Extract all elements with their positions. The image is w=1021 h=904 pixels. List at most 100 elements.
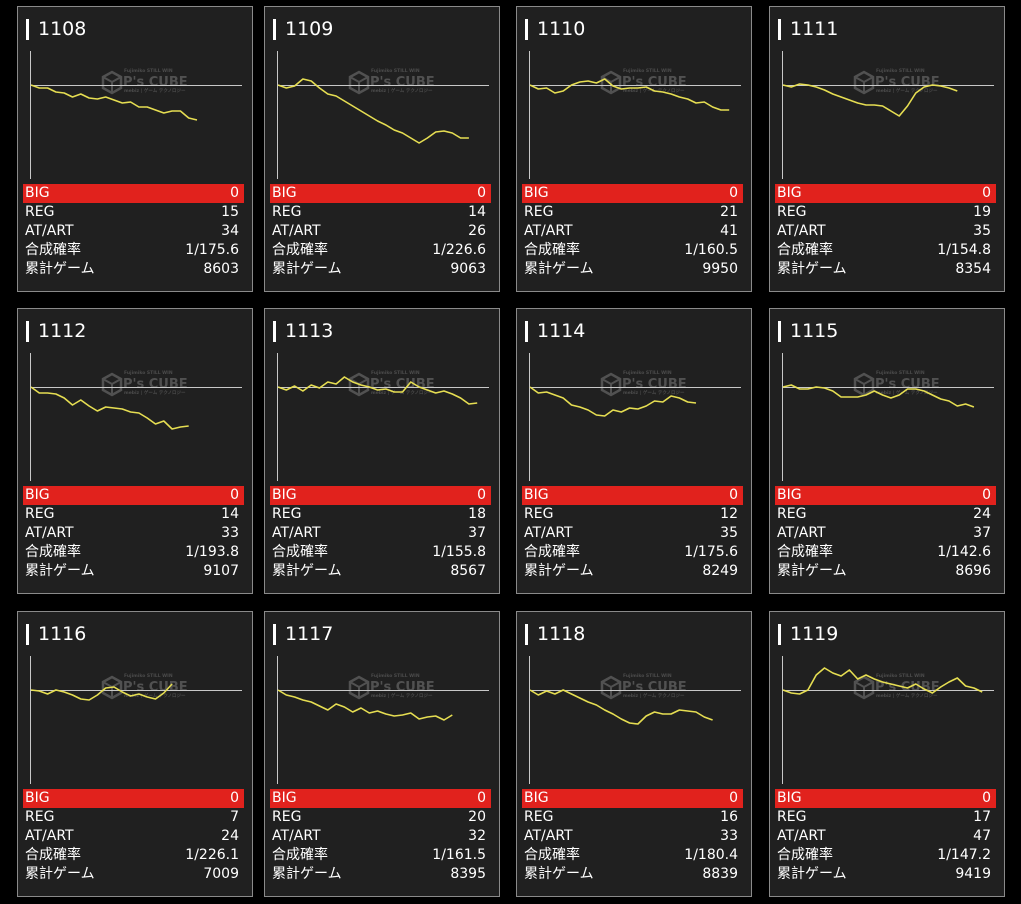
cube-icon xyxy=(600,675,622,700)
reg-row-label: REG xyxy=(524,506,554,522)
rate-row: 合成確率 1/155.8 xyxy=(270,543,491,562)
rate-row-label: 合成確率 xyxy=(25,544,81,560)
reg-row-label: REG xyxy=(524,809,554,825)
watermark-sub-text: mebiz | ゲーム テクノロジー xyxy=(876,389,938,396)
machine-card[interactable]: 1108 Fujimiko STILL WIN P's CUBE mebiz | ゲー… xyxy=(17,6,253,292)
machine-card[interactable]: 1119 Fujimiko STILL WIN P's CUBE mebiz | ゲー… xyxy=(769,611,1005,897)
reg-row: REG 19 xyxy=(775,203,996,222)
at-art-row: AT/ART 32 xyxy=(270,827,491,846)
at-art-row-label: AT/ART xyxy=(524,828,573,844)
machine-card[interactable]: 1113 Fujimiko STILL WIN P's CUBE mebiz | ゲー… xyxy=(264,308,500,594)
big-row: BIG 0 xyxy=(23,486,244,505)
machine-card[interactable]: 1109 Fujimiko STILL WIN P's CUBE mebiz | ゲー… xyxy=(264,6,500,292)
games-row-label: 累計ゲーム xyxy=(777,563,847,579)
cube-icon xyxy=(600,372,622,397)
slump-line xyxy=(277,689,453,721)
watermark-brand: P's CUBE xyxy=(370,75,435,90)
big-row: BIG 0 xyxy=(775,789,996,808)
games-row-label: 累計ゲーム xyxy=(25,866,95,882)
big-row-label: BIG xyxy=(524,185,549,201)
machine-card[interactable]: 1115 Fujimiko STILL WIN P's CUBE mebiz | ゲー… xyxy=(769,308,1005,594)
rate-row: 合成確率 1/154.8 xyxy=(775,241,996,260)
watermark-brand: P's CUBE xyxy=(622,377,687,392)
reg-row-value: 15 xyxy=(221,204,239,220)
rate-row: 合成確率 1/175.6 xyxy=(23,241,244,260)
at-art-row: AT/ART 37 xyxy=(775,524,996,543)
big-row-label: BIG xyxy=(25,487,50,503)
rate-row: 合成確率 1/226.6 xyxy=(270,241,491,260)
games-row-value: 9107 xyxy=(203,563,239,579)
big-row: BIG 0 xyxy=(522,486,743,505)
rate-row-value: 1/193.8 xyxy=(185,544,239,560)
watermark-top-text: Fujimiko STILL WIN xyxy=(623,673,672,679)
watermark-sub-text: mebiz | ゲーム テクノロジー xyxy=(623,692,685,699)
reg-row: REG 16 xyxy=(522,808,743,827)
at-art-row: AT/ART 26 xyxy=(270,222,491,241)
machine-card[interactable]: 1110 Fujimiko STILL WIN P's CUBE mebiz | ゲー… xyxy=(516,6,752,292)
machine-card[interactable]: 1118 Fujimiko STILL WIN P's CUBE mebiz | ゲー… xyxy=(516,611,752,897)
rate-row: 合成確率 1/147.2 xyxy=(775,846,996,865)
title-accent-bar xyxy=(778,624,781,645)
at-art-row: AT/ART 33 xyxy=(522,827,743,846)
title-accent-bar xyxy=(525,624,528,645)
games-row-label: 累計ゲーム xyxy=(524,261,594,277)
stats-table: BIG 0 REG 19 AT/ART 35 合成確率 1/154.8 累計ゲーム 8354 xyxy=(775,184,996,279)
stats-table: BIG 0 REG 17 AT/ART 47 合成確率 1/147.2 累計ゲーム 9419 xyxy=(775,789,996,884)
machine-card[interactable]: 1114 Fujimiko STILL WIN P's CUBE mebiz | ゲー… xyxy=(516,308,752,594)
machine-number: 1118 xyxy=(537,623,586,645)
cube-icon xyxy=(348,70,370,95)
slump-line xyxy=(782,384,975,408)
slump-line xyxy=(782,667,983,695)
games-row-value: 8395 xyxy=(450,866,486,882)
slump-line xyxy=(529,386,697,417)
cube-icon xyxy=(348,675,370,700)
reg-row-label: REG xyxy=(524,204,554,220)
reg-row-value: 16 xyxy=(720,809,738,825)
games-row-value: 7009 xyxy=(203,866,239,882)
machine-number: 1117 xyxy=(285,623,334,645)
reg-row-label: REG xyxy=(272,204,302,220)
at-art-row: AT/ART 47 xyxy=(775,827,996,846)
machine-card[interactable]: 1112 Fujimiko STILL WIN P's CUBE mebiz | ゲー… xyxy=(17,308,253,594)
rate-row-value: 1/161.5 xyxy=(432,847,486,863)
at-art-row-value: 41 xyxy=(720,223,738,239)
games-row: 累計ゲーム 8696 xyxy=(775,562,996,581)
reg-row: REG 20 xyxy=(270,808,491,827)
reg-row-value: 20 xyxy=(468,809,486,825)
machine-card[interactable]: 1117 Fujimiko STILL WIN P's CUBE mebiz | ゲー… xyxy=(264,611,500,897)
games-row-value: 8354 xyxy=(955,261,991,277)
watermark-brand: P's CUBE xyxy=(123,377,188,392)
games-row: 累計ゲーム 8354 xyxy=(775,260,996,279)
reg-row-label: REG xyxy=(777,506,807,522)
at-art-row-label: AT/ART xyxy=(25,223,74,239)
reg-row: REG 14 xyxy=(270,203,491,222)
watermark-top-text: Fujimiko STILL WIN xyxy=(124,370,173,376)
watermark-brand: P's CUBE xyxy=(123,680,188,695)
reg-row-value: 12 xyxy=(720,506,738,522)
games-row: 累計ゲーム 9419 xyxy=(775,865,996,884)
reg-row: REG 12 xyxy=(522,505,743,524)
at-art-row-value: 37 xyxy=(973,525,991,541)
rate-row-value: 1/155.8 xyxy=(432,544,486,560)
title-accent-bar xyxy=(273,624,276,645)
title-accent-bar xyxy=(525,321,528,342)
games-row: 累計ゲーム 9950 xyxy=(522,260,743,279)
big-row: BIG 0 xyxy=(775,184,996,203)
reg-row: REG 15 xyxy=(23,203,244,222)
watermark-top-text: Fujimiko STILL WIN xyxy=(623,68,672,74)
reg-row: REG 24 xyxy=(775,505,996,524)
machine-card[interactable]: 1111 Fujimiko STILL WIN P's CUBE mebiz | ゲー… xyxy=(769,6,1005,292)
big-row-label: BIG xyxy=(272,790,297,806)
machine-card[interactable]: 1116 Fujimiko STILL WIN P's CUBE mebiz | ゲー… xyxy=(17,611,253,897)
at-art-row-label: AT/ART xyxy=(272,525,321,541)
stats-table: BIG 0 REG 14 AT/ART 33 合成確率 1/193.8 累計ゲーム 9107 xyxy=(23,486,244,581)
big-row-value: 0 xyxy=(982,790,991,806)
